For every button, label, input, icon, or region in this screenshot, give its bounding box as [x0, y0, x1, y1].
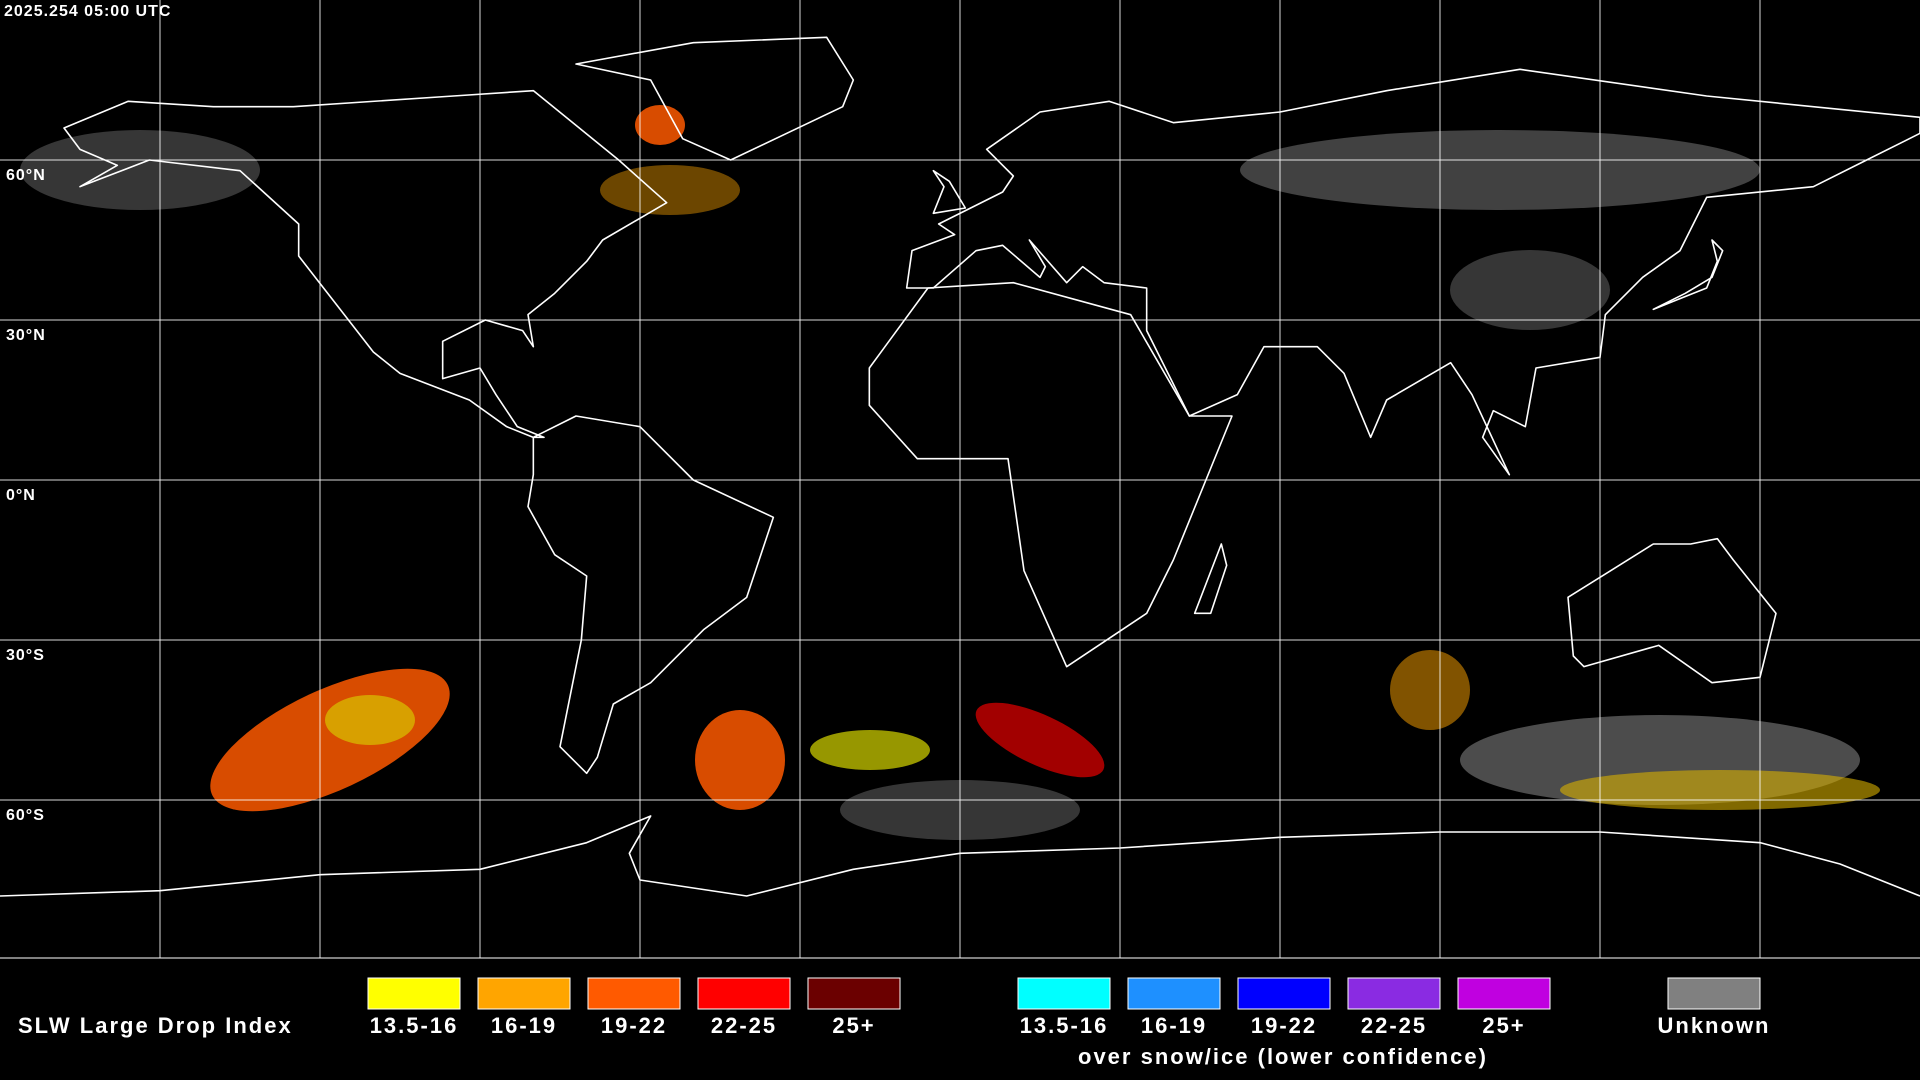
- legend-swatch: [1017, 977, 1111, 1010]
- legend-label: 19-22: [1251, 1013, 1317, 1038]
- legend-swatch: [1237, 977, 1331, 1010]
- legend: 13.5-16 16-19 19-22 22-25 25+ 13.5-16 16-19 19-…: [367, 977, 1771, 1038]
- legend-label: 22-25: [1361, 1013, 1427, 1038]
- legend-label: 19-22: [601, 1013, 667, 1038]
- legend-label: 16-19: [491, 1013, 557, 1038]
- graticule: 60°N 30°N 0°N 30°S 60°S: [0, 0, 1920, 959]
- latitude-label: 30°N: [6, 327, 46, 344]
- legend-label: 13.5-16: [370, 1013, 459, 1038]
- legend-label: Unknown: [1658, 1013, 1771, 1038]
- legend-swatch: [1347, 977, 1441, 1010]
- legend-swatch: [587, 977, 681, 1010]
- legend-swatch: [807, 977, 901, 1010]
- legend-swatch: [697, 977, 791, 1010]
- legend-label: 16-19: [1141, 1013, 1207, 1038]
- legend-swatch: [477, 977, 571, 1010]
- legend-label: 25+: [832, 1013, 875, 1038]
- legend-swatch: [1667, 977, 1761, 1010]
- snow-note: over snow/ice (lower confidence): [1078, 1044, 1488, 1069]
- legend-label: 25+: [1482, 1013, 1525, 1038]
- legend-title: SLW Large Drop Index: [18, 1013, 293, 1038]
- legend-label: 22-25: [711, 1013, 777, 1038]
- legend-swatch: [1127, 977, 1221, 1010]
- latitude-label: 30°S: [6, 647, 45, 664]
- latitude-label: 60°N: [6, 167, 46, 184]
- legend-swatch: [367, 977, 461, 1010]
- legend-swatch: [1457, 977, 1551, 1010]
- latitude-label: 60°S: [6, 807, 45, 824]
- cloud-imagery: [20, 105, 1880, 840]
- latitude-label: 0°N: [6, 487, 36, 504]
- timestamp: 2025.254 05:00 UTC: [4, 3, 171, 20]
- legend-label: 13.5-16: [1020, 1013, 1109, 1038]
